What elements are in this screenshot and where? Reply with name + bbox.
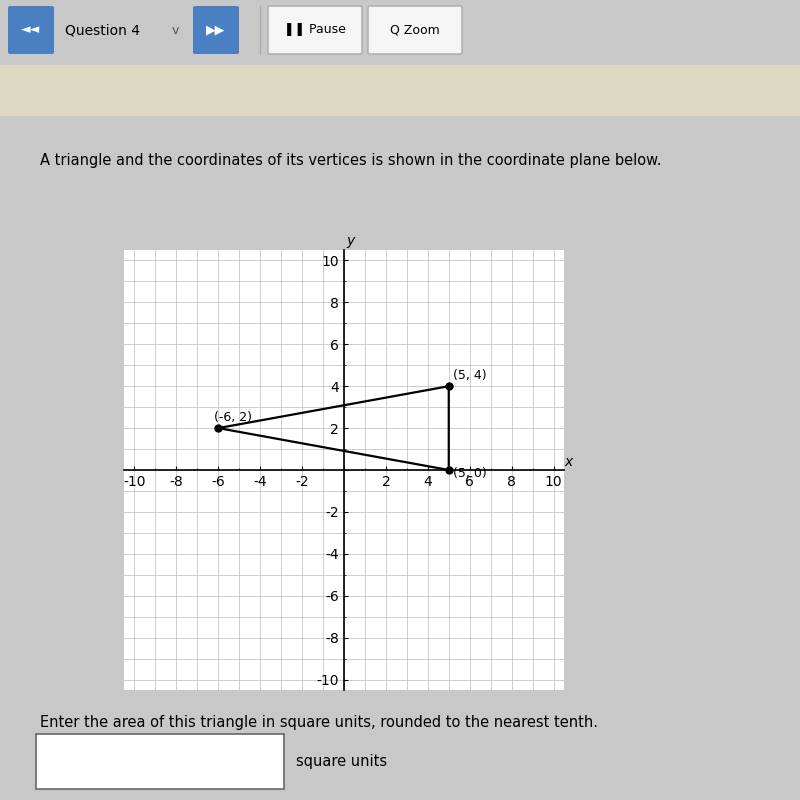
- Text: (-6, 2): (-6, 2): [214, 411, 252, 424]
- Text: ◄◄: ◄◄: [22, 23, 41, 37]
- Text: y: y: [346, 234, 354, 248]
- Text: x: x: [564, 454, 572, 469]
- Text: A triangle and the coordinates of its vertices is shown in the coordinate plane : A triangle and the coordinates of its ve…: [40, 153, 662, 168]
- Text: (5, 4): (5, 4): [453, 369, 486, 382]
- FancyBboxPatch shape: [36, 734, 284, 789]
- Text: Question 4: Question 4: [65, 23, 140, 37]
- FancyBboxPatch shape: [368, 6, 462, 54]
- Text: (5, 0): (5, 0): [453, 467, 486, 481]
- FancyBboxPatch shape: [268, 6, 362, 54]
- Text: ❚❚ Pause: ❚❚ Pause: [284, 23, 346, 37]
- Text: Q Zoom: Q Zoom: [390, 23, 440, 37]
- Text: v: v: [171, 23, 178, 37]
- FancyBboxPatch shape: [193, 6, 239, 54]
- Text: square units: square units: [296, 754, 387, 770]
- Text: Enter the area of this triangle in square units, rounded to the nearest tenth.: Enter the area of this triangle in squar…: [40, 715, 598, 730]
- FancyBboxPatch shape: [0, 65, 800, 116]
- FancyBboxPatch shape: [8, 6, 54, 54]
- Text: ▶▶: ▶▶: [206, 23, 226, 37]
